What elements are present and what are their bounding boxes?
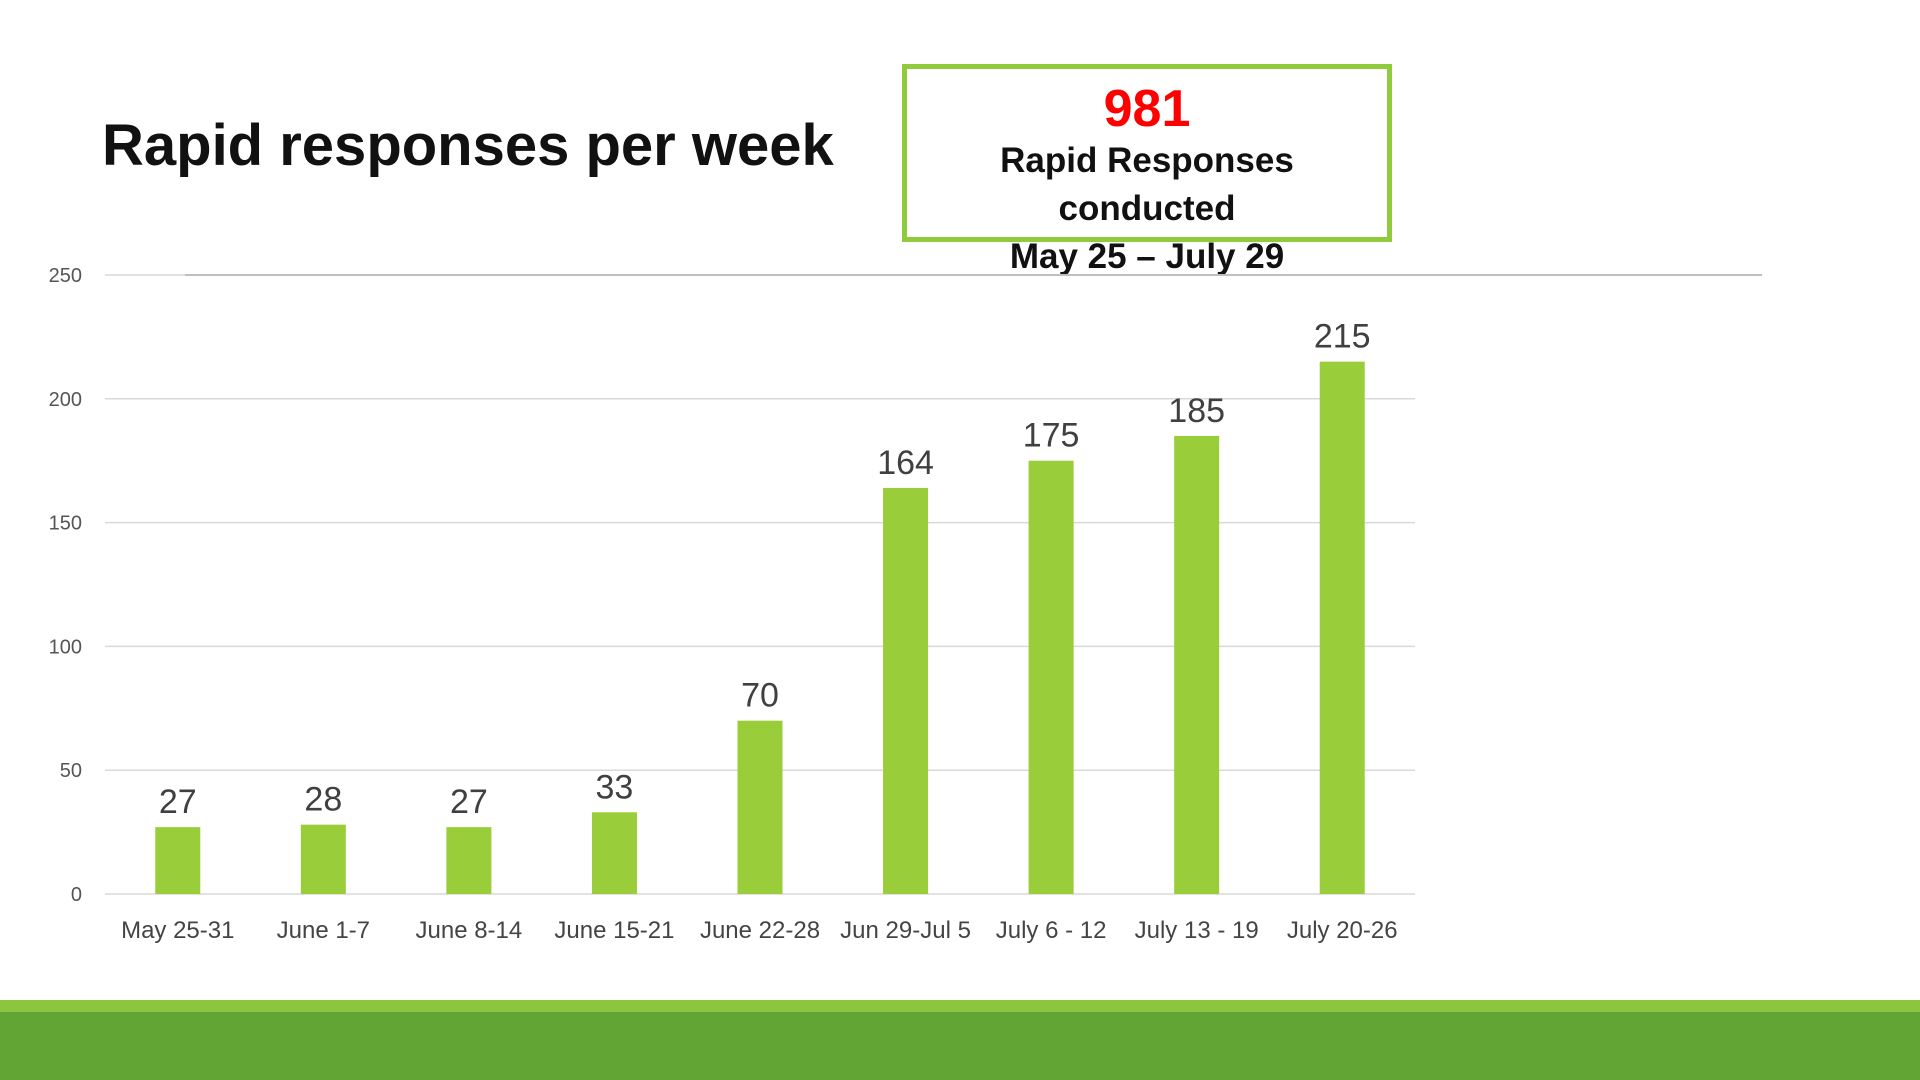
data-label: 185 (1168, 392, 1225, 430)
bar (1319, 361, 1365, 894)
x-category-label: June 1-7 (277, 917, 370, 944)
bar (883, 487, 929, 894)
summary-total: 981 (1103, 80, 1191, 138)
y-tick-label: 50 (60, 760, 82, 782)
data-label: 164 (877, 444, 934, 482)
x-category-label: Jun 29-Jul 5 (840, 917, 971, 944)
bar (446, 827, 492, 894)
data-label: 27 (159, 783, 197, 821)
y-axis-ticks: 0 50 100 150 200 250 (49, 265, 82, 906)
bar (300, 824, 346, 894)
y-tick-label: 100 (49, 636, 82, 658)
x-category-label: May 25-31 (121, 917, 234, 944)
x-category-label: July 20-26 (1287, 917, 1398, 944)
bar (591, 812, 637, 894)
summary-date-range: May 25 – July 29 (1009, 237, 1285, 276)
bar (1028, 460, 1074, 894)
x-axis-categories: May 25-31 June 1-7 June 8-14 June 15-21 June… (121, 917, 1398, 944)
y-tick-label: 200 (49, 389, 82, 411)
bar (1174, 435, 1220, 894)
data-label: 215 (1314, 318, 1371, 356)
x-category-label: June 8-14 (416, 917, 523, 944)
x-category-label: June 15-21 (554, 917, 674, 944)
data-labels: 27 28 27 33 70 164 175 185 215 (159, 318, 1371, 821)
bars (155, 361, 1365, 894)
page-title: Rapid responses per week (102, 113, 834, 178)
data-label: 175 (1023, 417, 1080, 455)
summary-caption: Rapid Responses conducted (1000, 141, 1294, 228)
data-label: 27 (450, 783, 488, 821)
data-label: 33 (596, 768, 634, 806)
x-category-label: July 6 - 12 (996, 917, 1107, 944)
bar-chart: 0 50 100 150 200 250 27 28 27 33 70 164 175 185 215 M… (49, 265, 1762, 944)
bar (155, 827, 201, 894)
x-category-label: July 13 - 19 (1135, 917, 1259, 944)
y-tick-label: 0 (71, 884, 82, 906)
footer-band-light (0, 1000, 1920, 1012)
summary-box: 981 Rapid Responses conducted May 25 – J… (902, 64, 1392, 276)
data-label: 28 (304, 781, 342, 819)
footer-band-dark (0, 1012, 1920, 1080)
x-category-label: June 22-28 (700, 917, 820, 944)
data-label: 70 (741, 677, 779, 715)
y-tick-label: 150 (49, 513, 82, 535)
y-tick-label: 250 (49, 265, 82, 287)
bar (737, 720, 783, 894)
gridlines (105, 274, 1762, 895)
